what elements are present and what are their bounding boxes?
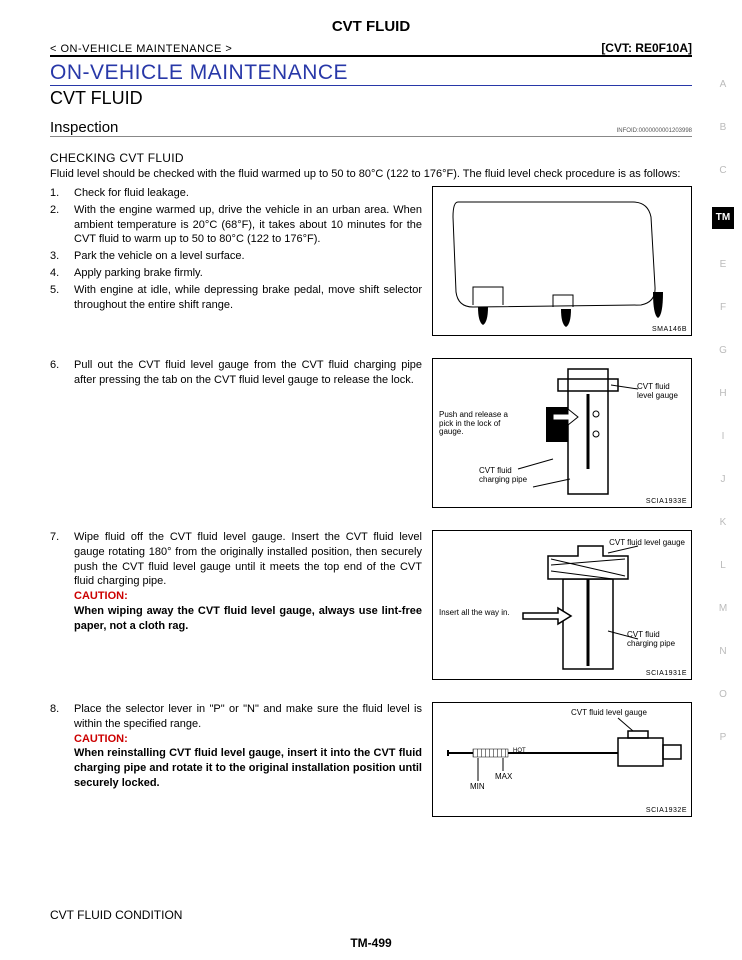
step-7: 7. Wipe fluid off the CVT fluid level ga… <box>50 530 422 634</box>
step-8-caution: When reinstalling CVT fluid level gauge,… <box>74 747 422 789</box>
figure-2: CVT fluid level gauge Push and release a… <box>432 358 692 508</box>
side-tab-c[interactable]: C <box>712 164 734 178</box>
inspection-header: Inspection INFOID:0000000001203998 <box>50 119 692 137</box>
side-tab-a[interactable]: A <box>712 78 734 92</box>
side-tab-f[interactable]: F <box>712 301 734 315</box>
side-tab-l[interactable]: L <box>712 559 734 573</box>
step-7-caution-label: CAUTION: <box>74 590 128 602</box>
step-block-4: 8. Place the selector lever in "P" or "N… <box>50 702 692 817</box>
figure-1-label: SMA146B <box>652 326 687 333</box>
fig4-label-gauge: CVT fluid level gauge <box>571 709 666 718</box>
step-8-text: Place the selector lever in "P" or "N" a… <box>74 703 422 730</box>
page-header: < ON-VEHICLE MAINTENANCE > [CVT: RE0F10A… <box>50 35 692 57</box>
side-tab-p[interactable]: P <box>712 731 734 745</box>
side-tab-m[interactable]: M <box>712 602 734 616</box>
variant-code: [CVT: RE0F10A] <box>601 41 692 55</box>
sub-title: CVT FLUID <box>50 88 692 109</box>
step-5: 5.With engine at idle, while depressing … <box>50 283 422 313</box>
step-6: 6.Pull out the CVT fluid level gauge fro… <box>50 358 422 388</box>
figure-2-label: SCIA1933E <box>646 498 687 505</box>
side-tab-b[interactable]: B <box>712 121 734 135</box>
step-block-1: 1.Check for fluid leakage. 2.With the en… <box>50 186 692 336</box>
inspection-title: Inspection <box>50 119 118 136</box>
step-1: 1.Check for fluid leakage. <box>50 186 422 201</box>
fig4-label-hot: HOT <box>513 748 526 755</box>
fig4-label-min: MIN <box>470 783 485 792</box>
infoid: INFOID:0000000001203998 <box>617 128 692 134</box>
fig2-label-push: Push and release a pick in the lock of g… <box>439 411 511 437</box>
step-7-text: Wipe fluid off the CVT fluid level gauge… <box>74 531 422 588</box>
fig3-label-insert: Insert all the way in. <box>439 609 517 618</box>
fig3-label-pipe: CVT fluid charging pipe <box>627 631 685 649</box>
step-8: 8. Place the selector lever in "P" or "N… <box>50 702 422 791</box>
step-block-2: 6.Pull out the CVT fluid level gauge fro… <box>50 358 692 508</box>
side-tab-k[interactable]: K <box>712 516 734 530</box>
fig4-label-max: MAX <box>495 773 512 782</box>
step-block-3: 7. Wipe fluid off the CVT fluid level ga… <box>50 530 692 680</box>
page-number: TM-499 <box>0 936 742 950</box>
gauge-insert-icon <box>433 531 691 679</box>
figure-4-label: SCIA1932E <box>646 807 687 814</box>
section-title: ON-VEHICLE MAINTENANCE <box>50 61 692 86</box>
figure-3: CVT fluid level gauge Insert all the way… <box>432 530 692 680</box>
fig2-label-pipe: CVT fluid charging pipe <box>479 467 537 485</box>
side-tab-g[interactable]: G <box>712 344 734 358</box>
figure-4: CVT fluid level gauge MAX MIN HOT SCIA19… <box>432 702 692 817</box>
side-tab-tm[interactable]: TM <box>712 207 734 229</box>
transmission-drip-icon <box>433 187 691 335</box>
side-tab-j[interactable]: J <box>712 473 734 487</box>
fig3-label-gauge: CVT fluid level gauge <box>600 539 685 548</box>
step-3: 3.Park the vehicle on a level surface. <box>50 249 422 264</box>
side-tabs: A B C TM E F G H I J K L M N O P <box>712 78 734 745</box>
step-4: 4.Apply parking brake firmly. <box>50 266 422 281</box>
content-area: ON-VEHICLE MAINTENANCE CVT FLUID Inspect… <box>0 57 742 817</box>
side-tab-n[interactable]: N <box>712 645 734 659</box>
fig2-label-gauge: CVT fluid level gauge <box>637 383 685 401</box>
side-tab-h[interactable]: H <box>712 387 734 401</box>
intro-text: Fluid level should be checked with the f… <box>50 167 692 182</box>
figure-3-label: SCIA1931E <box>646 670 687 677</box>
page-title: CVT FLUID <box>0 0 742 35</box>
gauge-range-icon <box>433 703 691 816</box>
side-tab-e[interactable]: E <box>712 258 734 272</box>
check-title: CHECKING CVT FLUID <box>50 151 692 165</box>
step-2: 2.With the engine warmed up, drive the v… <box>50 203 422 248</box>
step-7-caution: When wiping away the CVT fluid level gau… <box>74 605 422 632</box>
side-tab-o[interactable]: O <box>712 688 734 702</box>
figure-1: SMA146B <box>432 186 692 336</box>
side-tab-i[interactable]: I <box>712 430 734 444</box>
breadcrumb: < ON-VEHICLE MAINTENANCE > <box>50 43 232 55</box>
bottom-section-title: CVT FLUID CONDITION <box>50 908 182 922</box>
step-8-caution-label: CAUTION: <box>74 733 128 745</box>
